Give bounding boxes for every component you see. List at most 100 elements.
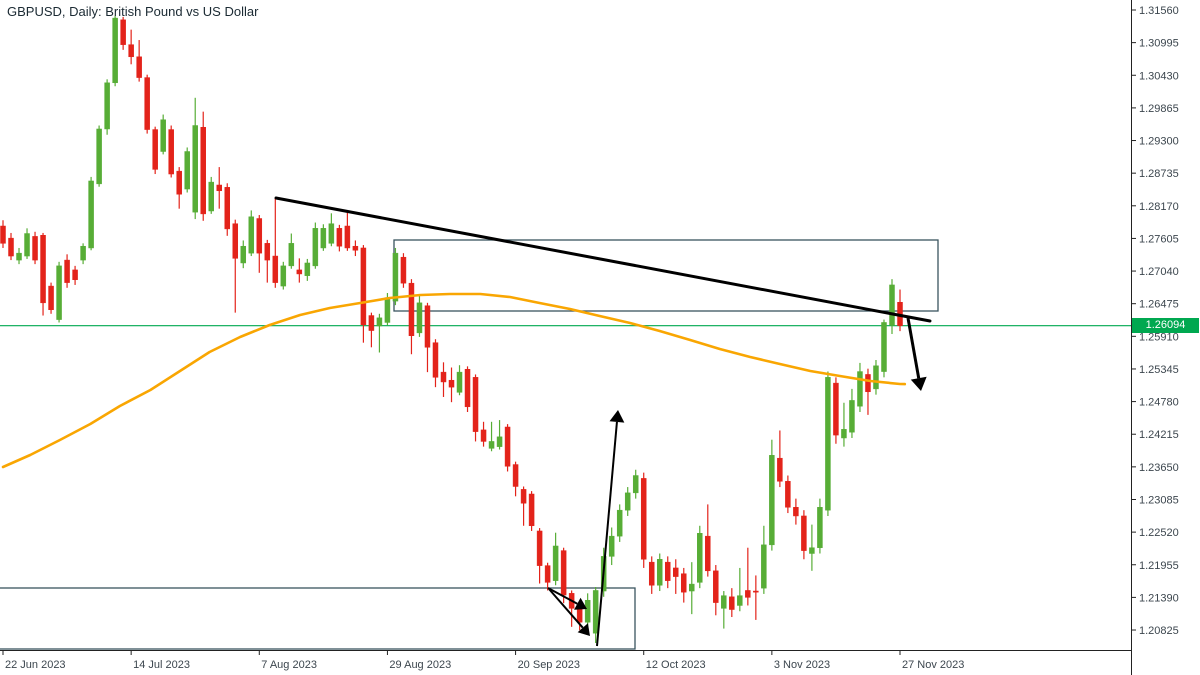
down-candle (729, 588, 735, 618)
price-tick-label: 1.25910 (1139, 331, 1179, 343)
down-candle (448, 367, 455, 403)
up-candle (817, 498, 823, 554)
price-tick-label: 1.20825 (1139, 625, 1179, 637)
down-candle (408, 279, 415, 355)
price-tick-label: 1.31560 (1139, 5, 1179, 17)
up-candle (488, 421, 495, 452)
down-candle (424, 302, 431, 373)
down-candle (368, 312, 375, 348)
down-candle (713, 565, 719, 616)
price-tick-label: 1.25345 (1139, 364, 1179, 376)
down-candle (40, 232, 46, 316)
time-scale-labels[interactable]: 22 Jun 2023 14 Jul 2023 7 Aug 2023 29 Aug 2… (2, 650, 964, 671)
up-candle (825, 371, 831, 516)
up-candle (721, 591, 727, 629)
down-candle (544, 562, 551, 591)
up-candle (456, 365, 463, 396)
up-candle (96, 125, 102, 187)
down-candle (560, 547, 567, 604)
candles (0, 15, 903, 644)
price-tick-label: 1.21390 (1139, 592, 1179, 604)
down-candle (136, 40, 142, 82)
price-tick-label: 1.22520 (1139, 527, 1179, 539)
up-candle (857, 362, 863, 412)
up-candle (809, 524, 815, 571)
price-tick-label: 1.28735 (1139, 168, 1179, 180)
down-candle (528, 491, 535, 531)
up-candle (304, 258, 311, 281)
rally-arrow-icon[interactable] (596, 410, 625, 647)
down-candle (232, 219, 239, 313)
up-candle (608, 527, 615, 566)
down-candle (705, 504, 711, 577)
down-candle (504, 424, 511, 472)
down-candle (296, 258, 303, 283)
date-tick-label: 12 Oct 2023 (646, 659, 706, 671)
date-tick-label: 7 Aug 2023 (261, 659, 317, 671)
up-candle (552, 532, 559, 586)
price-tick-label: 1.30430 (1139, 70, 1179, 82)
up-candle (889, 279, 895, 335)
up-candle (632, 469, 639, 499)
up-candle (240, 240, 247, 269)
price-tick-label: 1.28170 (1139, 201, 1179, 213)
up-candle (280, 261, 287, 290)
rectangle-objects[interactable] (0, 239, 939, 650)
price-scale-labels[interactable]: 1.31560 1.30995 1.30430 1.29865 1.29300 1.287… (1131, 5, 1179, 637)
down-candle (32, 231, 38, 265)
breakdown-arrow-icon[interactable] (906, 317, 927, 391)
up-candle (841, 402, 847, 447)
down-candle (472, 374, 479, 442)
up-candle (592, 586, 599, 644)
arrow-objects[interactable] (547, 317, 927, 647)
down-candle (352, 240, 359, 257)
down-candle (681, 567, 687, 603)
down-candle (520, 486, 527, 526)
low-arrow-1-icon[interactable] (547, 587, 587, 610)
up-candle (881, 319, 887, 378)
down-candle (8, 232, 14, 261)
up-candle (737, 567, 743, 612)
down-candle (512, 461, 519, 497)
up-candle (88, 176, 94, 251)
date-tick-label: 27 Nov 2023 (902, 659, 964, 671)
support-zone[interactable] (0, 587, 636, 650)
down-candle (272, 198, 279, 288)
up-candle (112, 15, 118, 87)
resistance-zone[interactable] (393, 239, 939, 312)
down-candle (536, 528, 543, 584)
up-candle (160, 114, 166, 155)
price-tick-label: 1.21955 (1139, 560, 1179, 572)
up-candle (16, 247, 22, 265)
date-tick-label: 3 Nov 2023 (774, 659, 830, 671)
moving-average-line[interactable] (1, 292, 907, 469)
date-tick-label: 29 Aug 2023 (389, 659, 451, 671)
descending-trendline[interactable] (274, 196, 932, 323)
down-candle (64, 254, 70, 288)
down-candle (785, 475, 791, 514)
down-candle (200, 111, 206, 221)
down-candle (216, 167, 222, 209)
down-candle (72, 265, 78, 285)
up-candle (328, 213, 335, 247)
current-price-badge: 1.26094 (1132, 318, 1199, 334)
down-candle (168, 125, 174, 178)
up-candle (584, 593, 591, 628)
up-candle (392, 247, 399, 306)
up-candle (104, 79, 110, 135)
low-arrow-2-icon[interactable] (548, 588, 590, 636)
price-tick-label: 1.27040 (1139, 266, 1179, 278)
down-candle (264, 239, 271, 283)
down-candle (344, 210, 351, 251)
down-candle (745, 547, 751, 606)
up-candle (56, 261, 62, 323)
down-candle (432, 339, 439, 388)
up-candle (849, 388, 855, 438)
up-candle (312, 222, 319, 269)
down-candle (152, 126, 158, 175)
down-candle (777, 430, 783, 488)
date-tick-label: 14 Jul 2023 (133, 659, 190, 671)
date-tick-label: 20 Sep 2023 (518, 659, 580, 671)
